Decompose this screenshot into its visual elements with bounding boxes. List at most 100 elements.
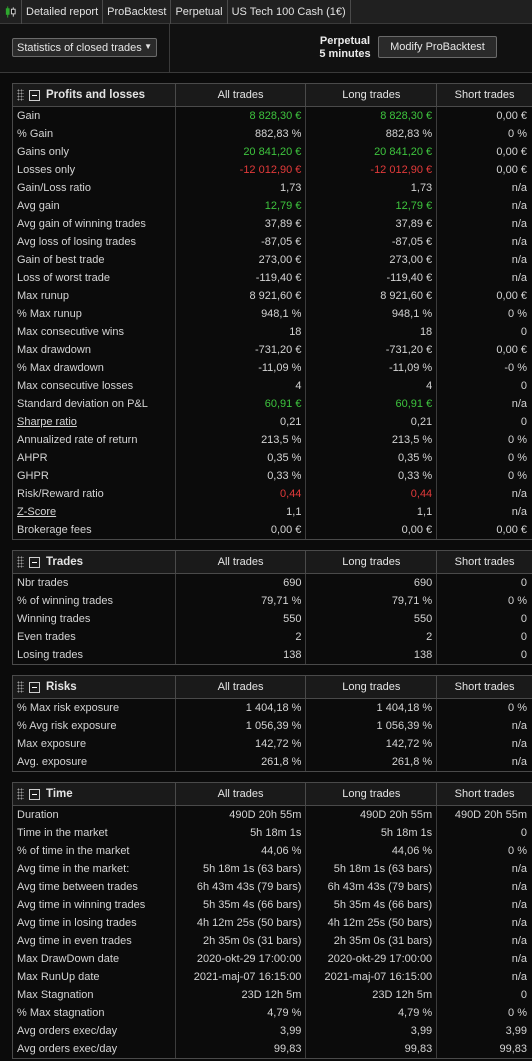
- stat-label[interactable]: Z-Score: [13, 503, 175, 521]
- all-trades-value: -12 012,90 €: [174, 161, 306, 179]
- short-trades-value: 0: [436, 323, 532, 341]
- all-trades-value: 1 404,18 %: [174, 699, 306, 717]
- stat-label: % Avg risk exposure: [13, 717, 175, 735]
- stat-label: Nbr trades: [13, 574, 175, 592]
- all-trades-value: 60,91 €: [174, 395, 306, 413]
- stat-label: Max consecutive wins: [13, 323, 175, 341]
- long-trades-value: -731,20 €: [305, 341, 436, 359]
- all-trades-header: All trades: [174, 783, 306, 805]
- all-trades-value: 4: [174, 377, 306, 395]
- stat-row: Avg time in losing trades 4h 12m 25s (50 …: [13, 914, 532, 932]
- section-title-cell: Time: [13, 783, 175, 805]
- stat-label: Avg time in the market:: [13, 860, 175, 878]
- short-trades-value: n/a: [436, 395, 532, 413]
- stat-label-text: % Max risk exposure: [17, 702, 120, 714]
- long-trades-value: 0,00 €: [305, 521, 436, 539]
- short-trades-value: 0 %: [436, 125, 532, 143]
- stat-row: Avg time in the market: 5h 18m 1s (63 bar…: [13, 860, 532, 878]
- modify-probacktest-button[interactable]: Modify ProBacktest: [378, 36, 497, 58]
- collapse-icon[interactable]: [29, 681, 40, 693]
- stat-label-text: Brokerage fees: [17, 524, 92, 536]
- drag-handle-icon[interactable]: [17, 89, 24, 101]
- top-toolbar: Detailed report ProBacktest Perpetual US…: [0, 0, 532, 24]
- statistics-view-select[interactable]: Statistics of closed trades ▼: [12, 38, 157, 57]
- all-trades-value: -11,09 %: [174, 359, 306, 377]
- stat-label: Max exposure: [13, 735, 175, 753]
- stat-row: % of time in the market 44,06 % 44,06 % 0 %: [13, 842, 532, 860]
- all-trades-value: 3,99: [174, 1022, 306, 1040]
- stat-row: % Max risk exposure 1 404,18 % 1 404,18 % 0…: [13, 699, 532, 717]
- all-trades-value: 99,83: [174, 1040, 306, 1058]
- all-trades-value: 2h 35m 0s (31 bars): [174, 932, 306, 950]
- long-trades-value: 4,79 %: [305, 1004, 436, 1022]
- drag-handle-icon[interactable]: [17, 681, 24, 693]
- all-trades-value: 213,5 %: [174, 431, 306, 449]
- short-trades-value: 490D 20h 55m: [436, 806, 532, 824]
- short-trades-value: 0: [436, 610, 532, 628]
- long-trades-value: 138: [305, 646, 436, 664]
- all-trades-value: 273,00 €: [174, 251, 306, 269]
- long-trades-value: 882,83 %: [305, 125, 436, 143]
- stat-label-text: Avg orders exec/day: [17, 1043, 118, 1055]
- short-trades-value: 99,83: [436, 1040, 532, 1058]
- stat-label: Avg time in losing trades: [13, 914, 175, 932]
- candlestick-icon[interactable]: [0, 0, 22, 24]
- collapse-icon[interactable]: [29, 556, 40, 568]
- short-trades-value: 0: [436, 413, 532, 431]
- collapse-icon[interactable]: [29, 788, 40, 800]
- stat-label: Avg. exposure: [13, 753, 175, 771]
- tab-detailed-report[interactable]: Detailed report: [22, 0, 104, 24]
- all-trades-value: 5h 18m 1s: [174, 824, 306, 842]
- stat-label-text: AHPR: [17, 452, 48, 464]
- section-title: Risks: [46, 681, 77, 693]
- stat-label: Avg orders exec/day: [13, 1040, 175, 1058]
- stat-label: Even trades: [13, 628, 175, 646]
- section-title: Profits and losses: [46, 89, 146, 101]
- long-trades-value: 490D 20h 55m: [305, 806, 436, 824]
- stat-label-text: Gain/Loss ratio: [17, 182, 91, 194]
- stat-row: Loss of worst trade -119,40 € -119,40 € n/a: [13, 269, 532, 287]
- stat-label-text: % Avg risk exposure: [17, 720, 117, 732]
- short-trades-value: n/a: [436, 269, 532, 287]
- short-trades-value: 0: [436, 824, 532, 842]
- tab-probacktest[interactable]: ProBacktest: [103, 0, 172, 24]
- drag-handle-icon[interactable]: [17, 556, 24, 568]
- all-trades-value: 18: [174, 323, 306, 341]
- stat-label: Gain/Loss ratio: [13, 179, 175, 197]
- chevron-down-icon: ▼: [144, 42, 152, 51]
- stat-row: % Gain 882,83 % 882,83 % 0 %: [13, 125, 532, 143]
- tab-instrument[interactable]: US Tech 100 Cash (1€): [228, 0, 351, 24]
- backtest-mode: Perpetual 5 minutes: [300, 35, 390, 61]
- all-trades-value: 490D 20h 55m: [174, 806, 306, 824]
- short-trades-value: 3,99: [436, 1022, 532, 1040]
- stat-row: Max Stagnation 23D 12h 5m 23D 12h 5m 0: [13, 986, 532, 1004]
- stat-label-text: Max exposure: [17, 738, 87, 750]
- short-trades-value: 0 %: [436, 431, 532, 449]
- long-trades-value: 23D 12h 5m: [305, 986, 436, 1004]
- short-trades-value: n/a: [436, 485, 532, 503]
- trades-section: Trades All trades Long trades Short trades N…: [12, 550, 532, 665]
- section-title-cell: Profits and losses: [13, 84, 175, 106]
- short-trades-value: n/a: [436, 735, 532, 753]
- all-trades-value: 44,06 %: [174, 842, 306, 860]
- stat-label-text: Max RunUp date: [17, 971, 100, 983]
- stat-label-text: Duration: [17, 809, 59, 821]
- mode-line-1: Perpetual: [319, 35, 371, 47]
- stat-row: % Max drawdown -11,09 % -11,09 % -0 %: [13, 359, 532, 377]
- stat-row: Avg loss of losing trades -87,05 € -87,05 …: [13, 233, 532, 251]
- long-trades-value: 1,73: [305, 179, 436, 197]
- drag-handle-icon[interactable]: [17, 788, 24, 800]
- tab-perpetual[interactable]: Perpetual: [171, 0, 228, 24]
- stat-label: % Gain: [13, 125, 175, 143]
- long-trades-value: 2h 35m 0s (31 bars): [305, 932, 436, 950]
- stat-row: Avg time in winning trades 5h 35m 4s (66 …: [13, 896, 532, 914]
- collapse-icon[interactable]: [29, 89, 40, 101]
- stat-help-link[interactable]: Z-Score: [17, 506, 57, 518]
- stat-label: Avg gain: [13, 197, 175, 215]
- stat-help-link[interactable]: Sharpe ratio: [17, 416, 77, 428]
- all-trades-value: 1,73: [174, 179, 306, 197]
- stat-label[interactable]: Sharpe ratio: [13, 413, 175, 431]
- stat-label-text: % of time in the market: [17, 845, 130, 857]
- stat-label: Losing trades: [13, 646, 175, 664]
- short-trades-value: 0 %: [436, 449, 532, 467]
